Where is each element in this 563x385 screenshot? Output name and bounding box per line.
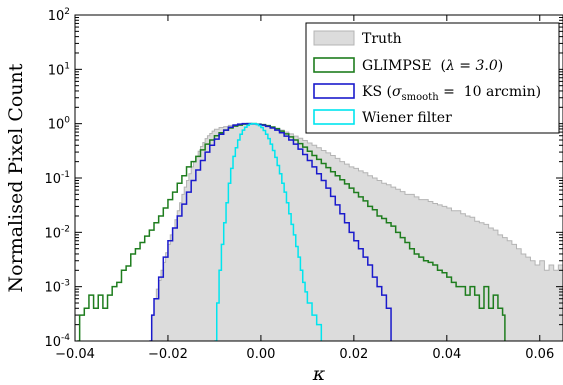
legend-ks-after: = 10 arcmin) <box>439 84 541 100</box>
y-tick-label: 100 <box>48 116 71 133</box>
legend-glimpse-math: λ = 3.0 <box>445 58 498 74</box>
legend-swatch-wiener <box>313 109 355 125</box>
legend-glimpse-suffix: ) <box>498 58 503 74</box>
legend-glimpse-prefix: GLIMPSE ( <box>362 58 446 74</box>
y-tick-base: 10 <box>48 63 65 78</box>
legend-swatch-truth <box>313 30 355 46</box>
legend-label-truth: Truth <box>362 31 402 47</box>
legend-swatch-ks <box>313 83 355 99</box>
x-tick-label: 0.06 <box>525 347 554 362</box>
y-tick-base: 10 <box>48 9 65 24</box>
x-tick-label: −0.02 <box>148 347 188 362</box>
y-tick-exponent: -4 <box>61 333 70 343</box>
y-tick-label: 10-3 <box>44 279 70 296</box>
y-tick-label: 10-4 <box>44 333 70 350</box>
legend-label-wiener: Wiener filter <box>362 110 452 126</box>
x-axis: −0.04 −0.02 0.00 0.02 0.04 0.06 <box>55 15 554 362</box>
legend-ks-prefix: KS ( <box>362 84 392 100</box>
x-tick-label: −0.04 <box>55 347 95 362</box>
x-tick-label: 0.00 <box>246 347 275 362</box>
y-tick-exponent: -1 <box>61 170 70 180</box>
legend-ks-subscript: smooth <box>402 92 440 103</box>
x-tick-label: 0.02 <box>339 347 368 362</box>
series-wiener <box>214 122 323 341</box>
y-tick-exponent: -2 <box>61 224 70 234</box>
y-tick-base: 10 <box>44 226 61 241</box>
y-tick-label: 102 <box>48 7 70 24</box>
y-tick-label: 101 <box>48 61 70 78</box>
y-tick-exponent: 2 <box>64 7 70 17</box>
y-tick-base: 10 <box>44 281 61 296</box>
y-tick-exponent: -3 <box>61 279 70 289</box>
legend-label-glimpse: GLIMPSE (λ = 3.0) <box>362 58 503 74</box>
y-axis-label: Normalised Pixel Count <box>5 63 27 292</box>
legend: Truth GLIMPSE (λ = 3.0) KS (σsmooth = 10… <box>305 22 560 134</box>
y-tick-label: 10-1 <box>44 170 70 187</box>
y-tick-base: 10 <box>48 118 65 133</box>
legend-frame <box>305 22 560 134</box>
x-axis-label: κ <box>312 363 326 385</box>
y-tick-base: 10 <box>44 172 61 187</box>
series-layer <box>77 122 563 341</box>
series-glimpse <box>77 122 506 341</box>
series-ks <box>149 122 392 341</box>
x-tick-label: 0.04 <box>432 347 461 362</box>
legend-label-ks: KS (σsmooth = 10 arcmin) <box>362 84 541 103</box>
y-tick-label: 10-2 <box>44 224 70 241</box>
y-tick-base: 10 <box>44 335 61 350</box>
y-tick-exponent: 1 <box>64 61 70 71</box>
legend-swatch-glimpse <box>313 57 355 73</box>
legend-ks-math: σ <box>392 84 402 100</box>
y-tick-exponent: 0 <box>64 116 70 126</box>
